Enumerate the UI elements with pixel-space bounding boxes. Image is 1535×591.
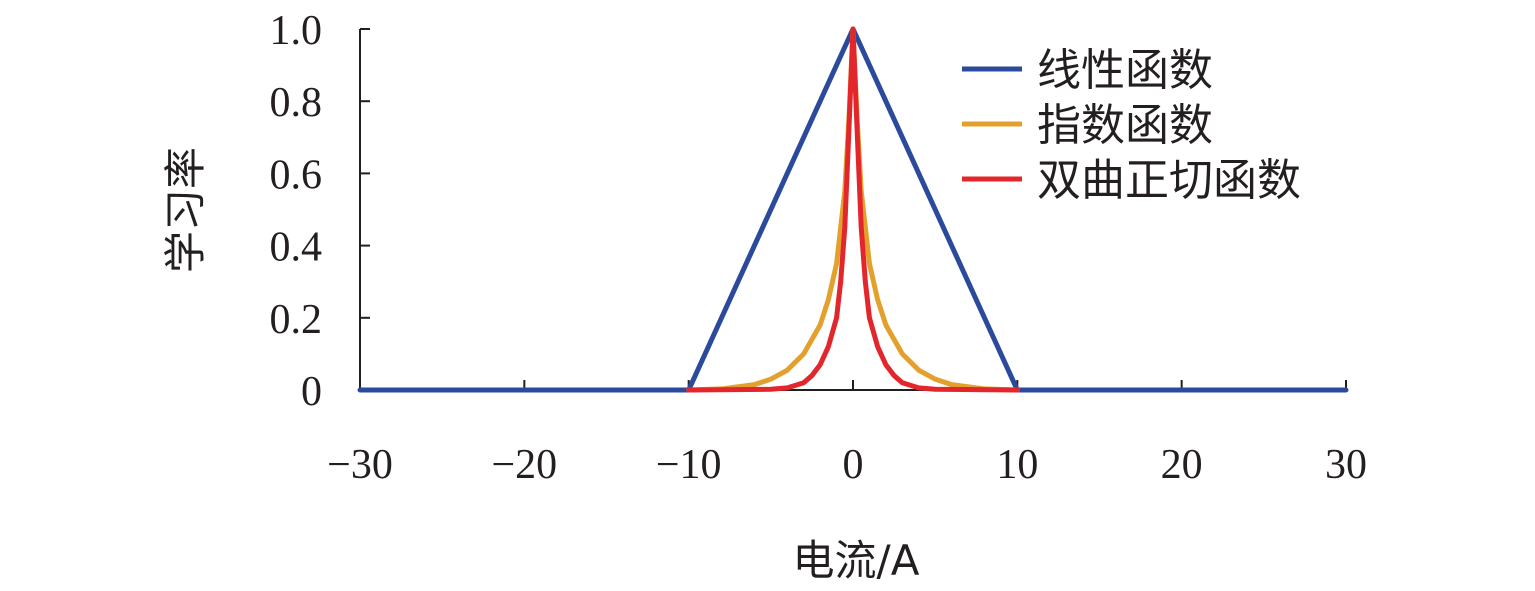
y-tick-label: 0.6 (270, 152, 323, 198)
x-tick-label: 0 (843, 442, 864, 488)
y-tick-label: 0.4 (270, 225, 323, 271)
series-line-3 (686, 26, 1020, 393)
x-tick-label: −10 (656, 442, 722, 488)
legend-label-2: 指数函数 (1037, 100, 1213, 151)
series-group (357, 26, 1349, 393)
legend-label-1: 线性函数 (1037, 45, 1213, 96)
ticks: 0 0.2 0.4 0.6 0.8 1.0 −30 −20 −10 0 10 20 30 (270, 8, 1368, 488)
y-tick-label: 0 (301, 369, 322, 415)
x-tick-label: −20 (491, 442, 557, 488)
x-tick-label: 10 (996, 442, 1038, 488)
y-tick-label: 0.2 (270, 297, 323, 343)
x-tick-label: 30 (1325, 442, 1367, 488)
y-tick-label: 1.0 (270, 8, 323, 54)
x-tick-label: −30 (327, 442, 393, 488)
legend-label-3: 双曲正切函数 (1037, 155, 1301, 206)
y-axis-title: 学习率 (161, 147, 210, 273)
x-axis-title: 电流/A (793, 536, 920, 585)
y-tick-label: 0.8 (270, 80, 323, 126)
x-tick-label: 20 (1161, 442, 1203, 488)
